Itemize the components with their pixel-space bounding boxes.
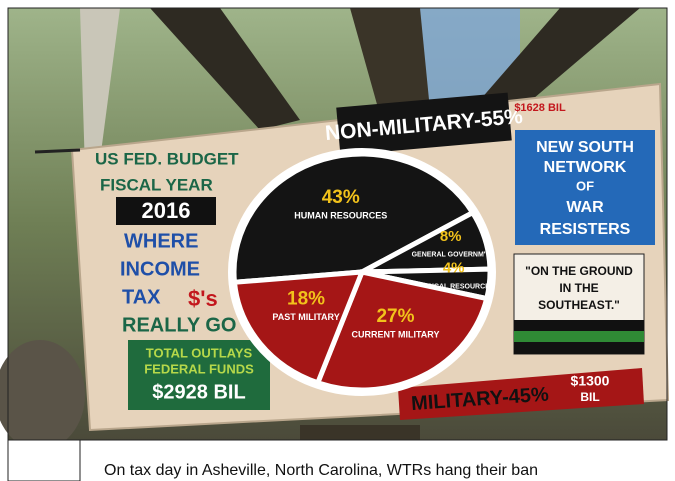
- slice-label: 4%: [443, 260, 465, 277]
- banner-text: WAR: [566, 199, 604, 216]
- banner-text: SOUTHEAST.": [538, 298, 620, 312]
- banner-text: "ON THE GROUND: [525, 264, 633, 278]
- pie: 43% HUMAN RESOURCES 8% GENERAL GOVERNM'T4% P…: [234, 154, 495, 390]
- trunk-base: [300, 425, 420, 440]
- banner-text: FEDERAL FUNDS: [144, 361, 254, 376]
- banner-text: $1628 BIL: [514, 102, 566, 114]
- stripe: [514, 342, 644, 354]
- slice-label: 8%: [440, 228, 462, 245]
- stripe: [514, 331, 644, 342]
- slice-label: 18%: [287, 288, 325, 309]
- photo: US FED. BUDGET FISCAL YEAR 2016 WHERE IN…: [0, 8, 668, 450]
- slice-name: CURRENT MILITARY: [351, 329, 439, 339]
- banner-text: TOTAL OUTLAYS: [146, 345, 253, 360]
- banner-text: 2016: [142, 198, 191, 223]
- banner-text: $'s: [188, 286, 218, 311]
- banner-text: NETWORK: [544, 159, 627, 176]
- slice-label: 43%: [322, 187, 360, 208]
- banner-text: US FED. BUDGET: [95, 149, 239, 168]
- banner-text: INCOME: [120, 258, 200, 280]
- banner-text: BIL: [580, 390, 599, 404]
- banner-text: RESISTERS: [540, 221, 631, 238]
- banner-text: REALLY GO: [122, 314, 236, 336]
- caption: On tax day in Asheville, North Carolina,…: [104, 462, 538, 479]
- slice-name: GENERAL GOVERNM'T: [412, 252, 491, 259]
- side-box: [8, 440, 80, 481]
- slice-name: HUMAN RESOURCES: [294, 211, 387, 221]
- banner-text: TAX: [122, 286, 161, 308]
- banner-text: $1300: [571, 373, 610, 389]
- banner-text: NEW SOUTH: [536, 139, 634, 156]
- screenshot: US FED. BUDGET FISCAL YEAR 2016 WHERE IN…: [0, 0, 675, 481]
- slice-label: 27%: [376, 306, 414, 327]
- stripe: [514, 320, 644, 331]
- banner-text: FISCAL YEAR: [100, 175, 213, 194]
- banner-text: WHERE: [124, 230, 198, 252]
- banner-text: $2928 BIL: [152, 381, 245, 403]
- slice-name: PAST MILITARY: [272, 312, 339, 322]
- banner-text: OF: [576, 178, 594, 193]
- banner-text: IN THE: [559, 281, 598, 295]
- rope: [35, 150, 80, 152]
